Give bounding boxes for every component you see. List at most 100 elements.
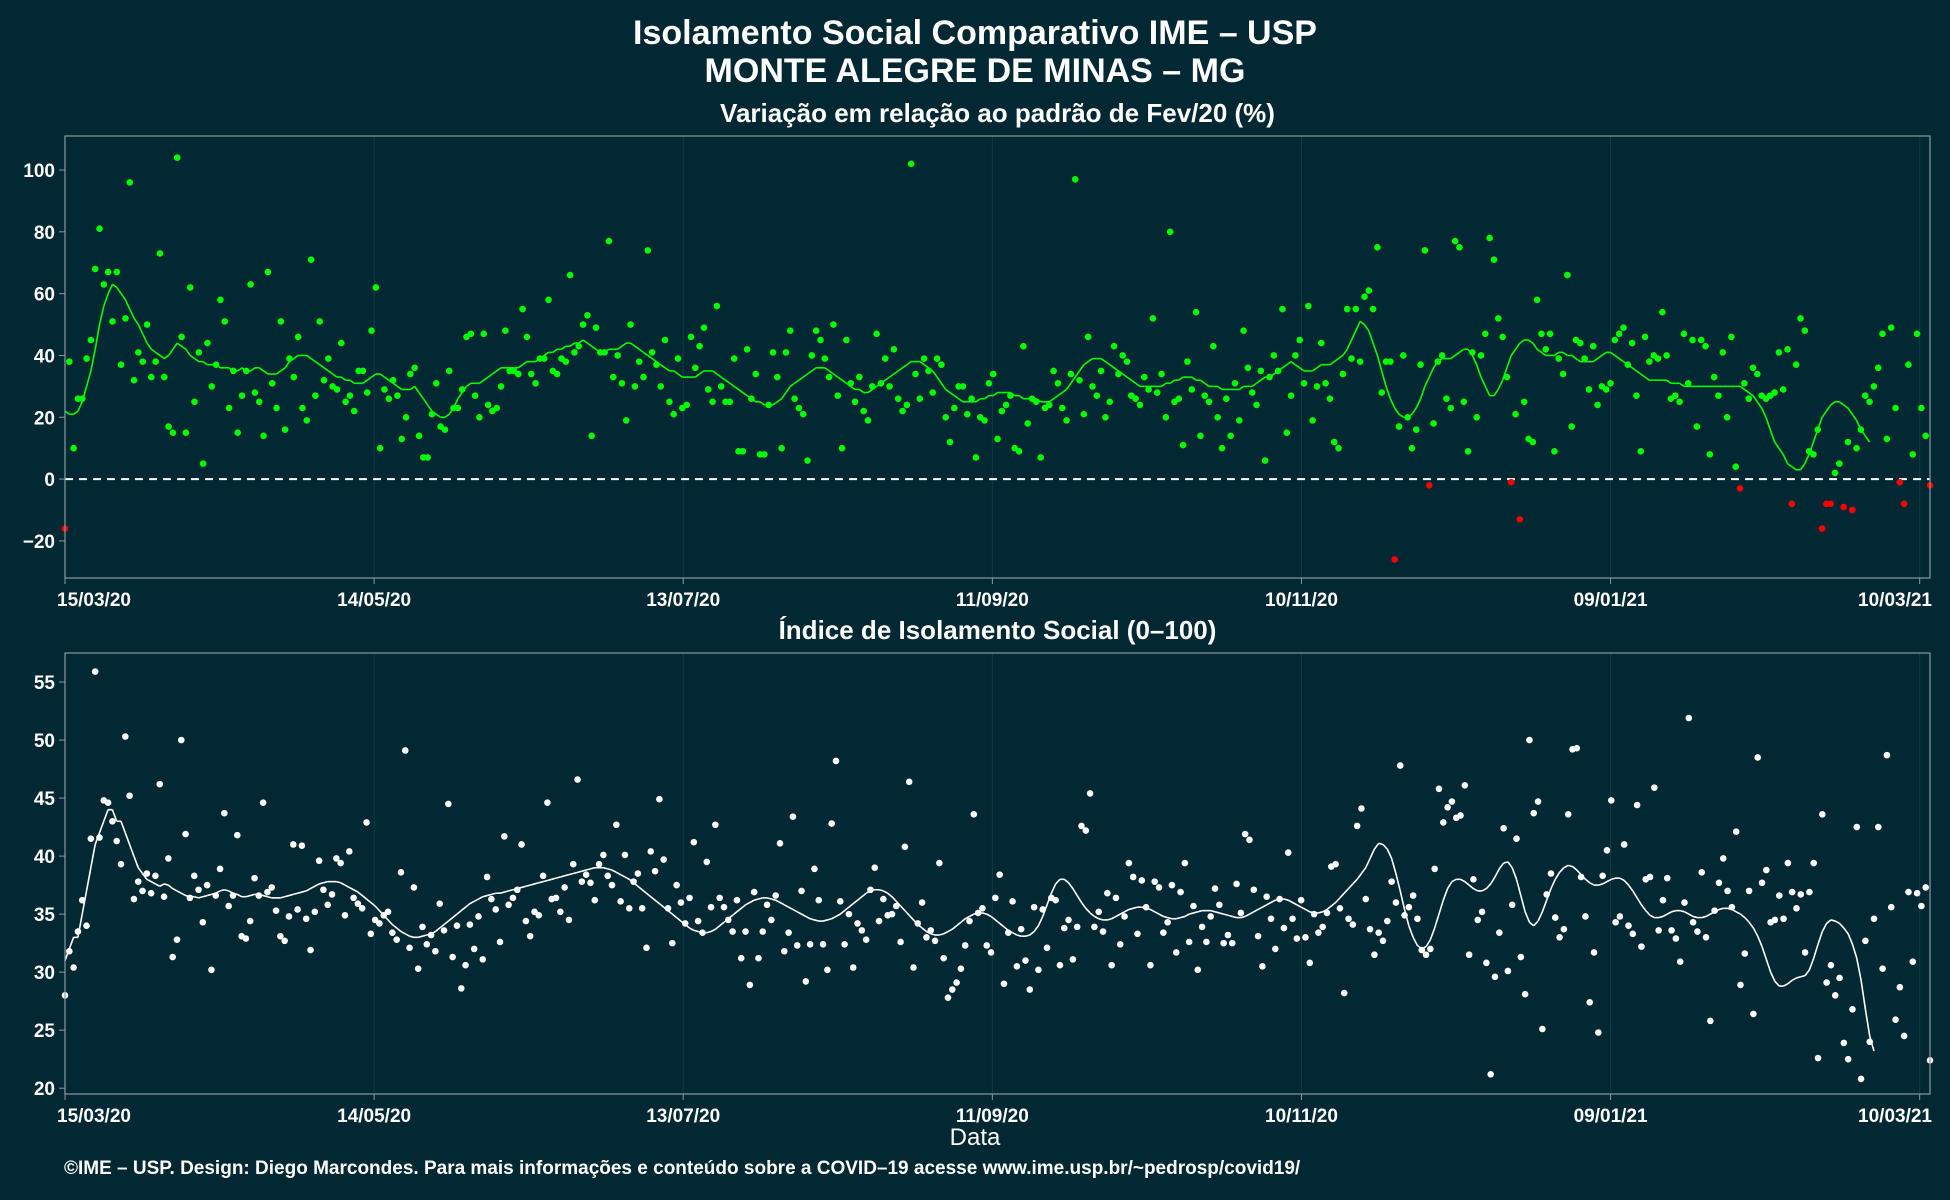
moving-average-segment [103,809,109,822]
moving-average-segment [1756,401,1763,409]
data-point [1568,423,1575,430]
data-point [1534,798,1542,805]
moving-average-segment [677,373,683,378]
moving-average-segment [1428,367,1435,378]
moving-average-segment [1176,916,1181,920]
data-point [342,398,349,406]
moving-average-segment [1631,367,1637,372]
y-tick-label: 40 [34,847,55,868]
moving-average-segment [447,916,454,922]
data-point [333,855,340,862]
moving-average-segment [776,398,783,403]
data-point [1641,333,1649,341]
data-point [1315,929,1322,936]
moving-average-segment [1773,441,1780,449]
data-point [806,940,814,948]
moving-average-segment [861,892,867,898]
data-point [1896,478,1904,486]
data-point [1319,923,1326,931]
data-point [501,833,508,840]
moving-average-segment [1262,904,1268,908]
data-point [1093,392,1101,399]
data-point [1414,915,1421,923]
moving-average-segment [245,894,251,898]
moving-average-segment [1640,904,1647,912]
data-point [1158,370,1165,378]
data-point [1375,929,1382,936]
data-point [661,336,669,344]
moving-average-segment [1150,908,1156,913]
data-point [1353,822,1361,830]
moving-average-segment [319,364,325,369]
data-point [653,361,660,369]
data-point [1365,287,1373,294]
data-point [1233,880,1240,888]
moving-average-segment [1078,364,1085,372]
moving-average-segment [603,866,608,870]
moving-average-segment [439,923,445,929]
data-point [91,668,99,675]
moving-average-segment [306,354,312,360]
moving-average-segment [90,844,96,868]
data-point [1900,500,1908,508]
data-point [385,395,393,403]
data-point [1457,812,1464,819]
data-point [350,894,357,902]
moving-average-segment [1679,909,1685,913]
moving-average-segment [1429,927,1436,940]
data-point [281,937,288,945]
moving-average-segment [738,388,744,394]
data-point [1715,392,1722,399]
data-point [1913,889,1921,897]
data-point [1185,938,1193,946]
moving-average-segment [1761,946,1768,960]
data-point [1844,1055,1852,1063]
data-point [1086,790,1094,797]
moving-average-segment [1094,915,1100,920]
data-point [647,848,655,855]
moving-average-segment [780,392,787,400]
moving-average-segment [796,911,802,915]
data-point [1220,939,1227,947]
data-point [401,747,409,754]
data-point [1401,911,1408,919]
data-point [888,910,896,918]
data-point [208,966,215,974]
moving-average-segment [103,293,109,307]
data-point [410,884,418,891]
data-point [1007,392,1014,399]
moving-average-segment [919,360,925,366]
moving-average-segment [163,354,170,360]
moving-average-segment [340,882,346,886]
data-point [502,327,509,335]
moving-average-segment [1623,879,1630,886]
data-point [1104,889,1111,897]
moving-average-segment [878,888,884,892]
data-point [1037,454,1044,461]
data-point [104,799,112,807]
moving-average-segment [198,895,204,899]
moving-average-segment [1752,395,1758,403]
data-point [1136,401,1144,409]
data-point [1317,339,1325,347]
moving-average-segment [827,917,832,921]
moving-average-segment [1446,881,1453,890]
data-point [946,438,954,446]
data-point [621,851,629,859]
data-point [277,932,284,940]
moving-average-segment [814,919,819,922]
data-point [617,898,624,905]
data-point [1240,327,1247,335]
data-point [1909,451,1917,458]
moving-average-segment [638,348,644,354]
data-point [182,429,190,437]
moving-average-segment [1506,355,1512,369]
moving-average-segment [258,367,265,372]
moving-average-segment [693,929,699,933]
data-point [1512,410,1519,418]
data-point [920,355,928,362]
moving-average-segment [1632,890,1638,899]
moving-average-segment [591,345,597,350]
moving-average-segment [141,333,148,344]
data-point [1745,887,1753,895]
